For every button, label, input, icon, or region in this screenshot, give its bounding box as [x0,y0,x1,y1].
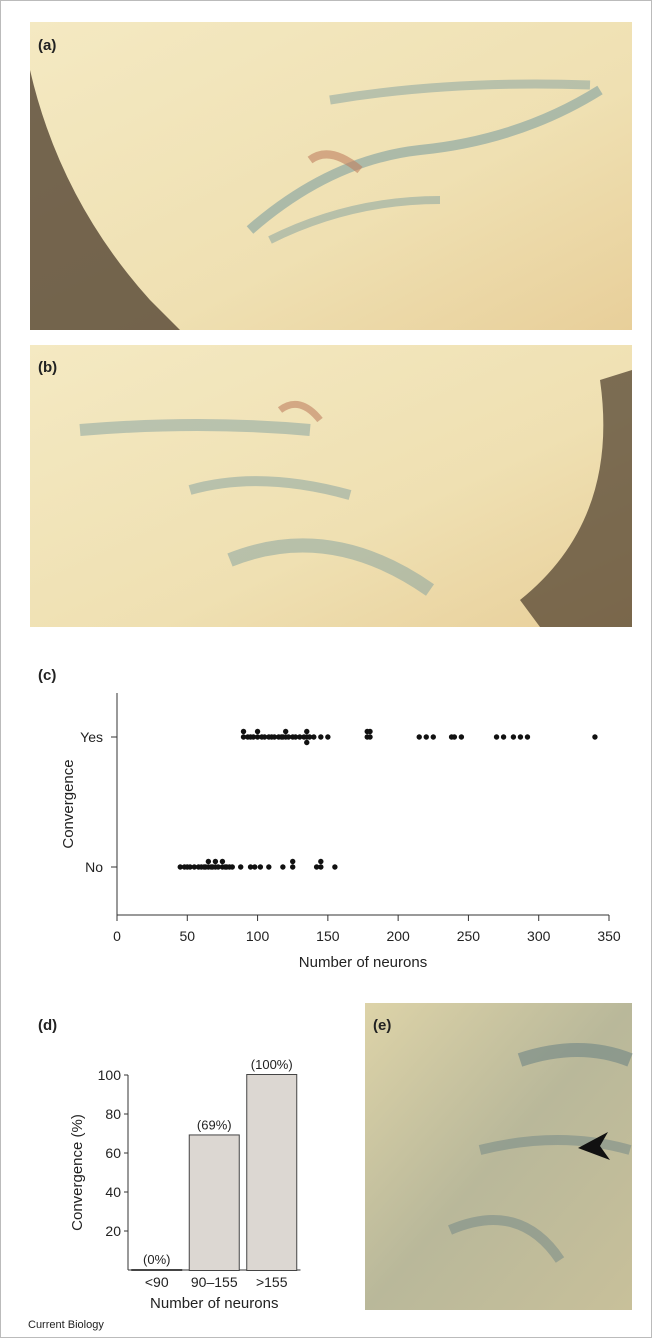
x-axis-label: Number of neurons [150,1295,278,1312]
photo-b [30,345,632,627]
credit: Current Biology [28,1319,104,1331]
value-label: (69%) [197,1117,232,1132]
dot [500,734,507,740]
y-tick-label: 20 [105,1223,121,1239]
dot [219,858,226,865]
dot [282,728,289,735]
x-axis-label: Number of neurons [299,954,427,971]
panel-label: (a) [38,37,56,54]
dot [367,728,373,735]
dot [304,739,310,746]
dot [524,734,531,740]
x-tick-label: 50 [179,928,195,944]
dot [229,864,235,870]
dot [297,734,303,740]
value-label: (100%) [251,1057,293,1072]
panel-label: (b) [38,359,57,376]
dot [313,864,320,870]
bar [246,1074,298,1271]
dot [290,858,296,865]
dot [592,734,598,740]
dot [290,864,296,870]
y-tick-label: 60 [105,1145,121,1161]
x-tick-label: 250 [457,928,481,944]
dot [271,734,278,740]
dot [318,864,324,870]
x-tick-label: 0 [113,928,121,944]
dot [212,858,219,865]
y-tick-label: 40 [105,1184,121,1200]
dot [285,734,292,740]
dot [332,864,338,870]
y-tick-label: 80 [105,1106,121,1122]
x-tick-label: 100 [246,928,270,944]
dot [252,864,258,870]
dot [177,864,183,870]
dot [205,858,212,865]
dot [325,734,331,740]
x-tick-label: 200 [386,928,410,944]
dot [247,864,254,870]
dot [458,734,465,740]
dot [416,734,422,740]
photo-e [365,1003,633,1310]
dot [240,728,247,735]
dot [257,864,264,870]
bar [188,1134,240,1271]
dot [318,858,324,865]
dot [191,864,198,870]
dot [306,734,313,740]
dot [240,734,247,740]
dot [254,728,261,735]
dot [292,734,299,740]
panel-label: (e) [373,1017,391,1034]
dot [423,734,429,740]
dot [280,864,286,870]
dot [510,734,517,740]
dot [187,864,193,870]
y-axis-label: Convergence (%) [69,1114,86,1231]
dot [367,734,373,740]
bar [131,1269,183,1271]
dot [430,734,436,740]
dot [261,734,268,740]
dot [311,734,317,740]
dot [238,864,244,870]
y-tick-label: 100 [98,1067,122,1083]
photo-a [30,22,632,330]
dot [493,734,500,740]
y-tick-label: Yes [80,729,103,745]
dot [304,728,310,735]
panel-label: (d) [38,1017,57,1034]
dot [250,734,257,740]
x-tick-label: 300 [527,928,551,944]
x-tick-label: 150 [316,928,340,944]
panel-label: (c) [38,667,56,684]
dot [318,734,324,740]
y-tick-label: No [85,859,103,875]
dot [254,734,261,740]
dot [451,734,458,740]
dot [215,864,221,870]
dot [517,734,524,740]
y-axis-label: Convergence [60,759,77,848]
dot [266,864,272,870]
x-tick-label: 90–155 [191,1274,238,1290]
value-label: (0%) [143,1252,170,1267]
x-tick-label: 350 [597,928,621,944]
x-tick-label: >155 [256,1274,288,1290]
x-tick-label: <90 [145,1274,169,1290]
